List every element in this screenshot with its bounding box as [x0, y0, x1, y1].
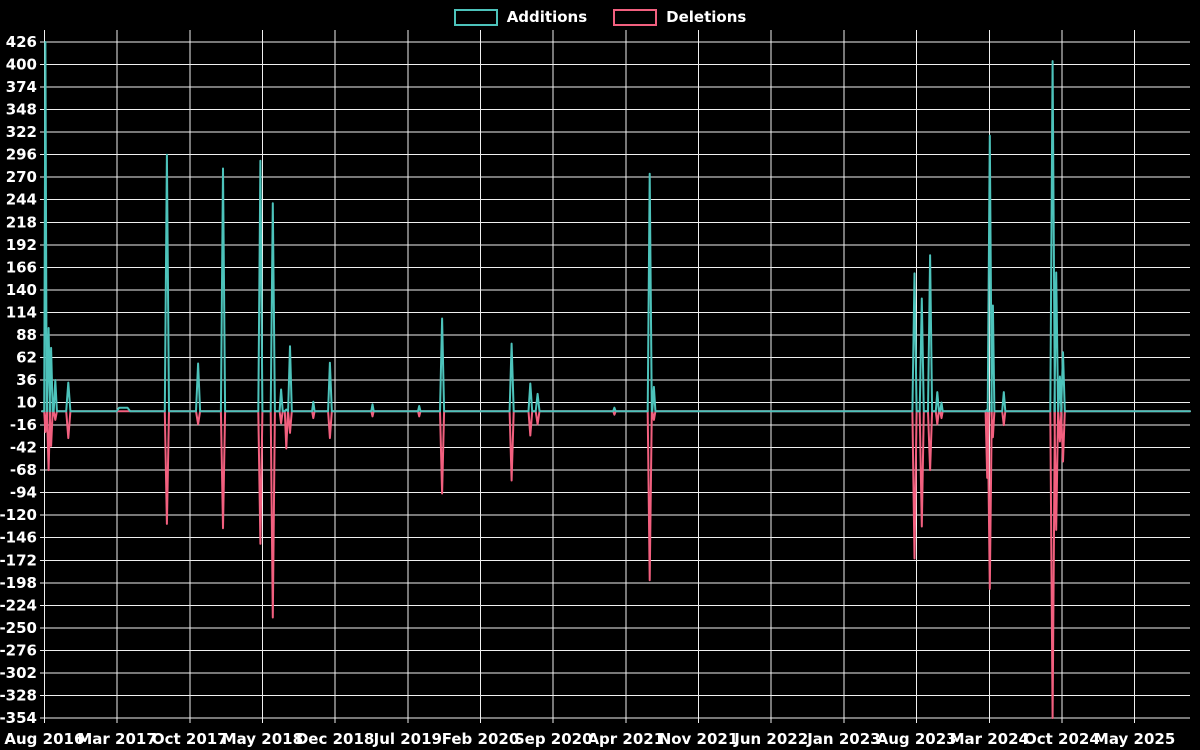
y-tick-label: -146 — [0, 529, 37, 547]
y-tick-label: 88 — [16, 326, 37, 344]
y-tick-label: 10 — [16, 394, 37, 412]
y-tick-label: -42 — [10, 439, 37, 457]
y-tick-label: -250 — [0, 619, 37, 637]
legend-item-additions[interactable]: Additions — [453, 8, 588, 26]
y-tick-label: 140 — [6, 281, 37, 299]
x-tick-label: Aug 2023 — [877, 730, 957, 748]
y-axis-labels: 426 400 374 348 322 296 270 244 218 192 166 140 114 8… — [0, 33, 37, 727]
additions-line — [41, 41, 1191, 413]
x-tick-label: May 2025 — [1094, 730, 1175, 748]
y-tick-label: 244 — [6, 191, 37, 209]
x-tick-label: Dec 2018 — [296, 730, 375, 748]
y-tick-label: -94 — [10, 484, 37, 502]
x-tick-label: Apr 2021 — [587, 730, 664, 748]
x-tick-label: Feb 2020 — [442, 730, 520, 748]
y-tick-label: -276 — [0, 641, 37, 659]
y-tick-label: -68 — [10, 461, 37, 479]
y-tick-label: -120 — [0, 506, 37, 524]
x-tick-label: Jan 2023 — [806, 730, 880, 748]
x-tick-label: Mar 2024 — [950, 730, 1029, 748]
legend-label-deletions: Deletions — [666, 8, 747, 26]
x-tick-label: Mar 2017 — [77, 730, 156, 748]
series-lines — [41, 41, 1191, 719]
y-tick-label: -198 — [0, 574, 37, 592]
deletions-line — [41, 410, 1191, 719]
y-tick-label: 400 — [6, 56, 37, 74]
y-tick-label: 322 — [6, 123, 37, 141]
y-tick-label: 192 — [6, 236, 37, 254]
y-tick-label: -16 — [10, 416, 37, 434]
y-tick-label: -224 — [0, 596, 37, 614]
y-tick-label: -172 — [0, 551, 37, 569]
deletions-swatch — [613, 8, 658, 26]
y-tick-label: 374 — [6, 78, 37, 96]
y-tick-label: 270 — [6, 168, 37, 186]
y-tick-label: 426 — [6, 33, 37, 51]
y-tick-label: 348 — [6, 101, 37, 119]
gridlines — [40, 30, 1190, 723]
y-tick-label: -302 — [0, 664, 37, 682]
legend-item-deletions[interactable]: Deletions — [613, 8, 746, 26]
y-tick-label: 218 — [6, 213, 37, 231]
y-tick-label: 166 — [6, 258, 37, 276]
chart-legend: Additions Deletions — [0, 8, 1200, 26]
additions-swatch — [453, 8, 498, 26]
y-tick-label: 114 — [6, 303, 37, 321]
y-tick-label: -354 — [0, 709, 37, 727]
x-tick-label: Oct 2017 — [152, 730, 228, 748]
x-tick-label: May 2018 — [222, 730, 303, 748]
x-tick-label: Oct 2024 — [1024, 730, 1100, 748]
y-tick-label: -328 — [0, 687, 37, 705]
x-tick-label: Jun 2022 — [733, 730, 808, 748]
x-tick-label: Jul 2019 — [373, 730, 442, 748]
x-tick-label: Sep 2020 — [514, 730, 593, 748]
legend-label-additions: Additions — [506, 8, 588, 26]
x-tick-label: Aug 2016 — [4, 730, 84, 748]
y-tick-label: 62 — [16, 349, 37, 367]
y-tick-label: 36 — [16, 371, 37, 389]
x-tick-label: Nov 2021 — [659, 730, 739, 748]
y-tick-label: 296 — [6, 146, 37, 164]
